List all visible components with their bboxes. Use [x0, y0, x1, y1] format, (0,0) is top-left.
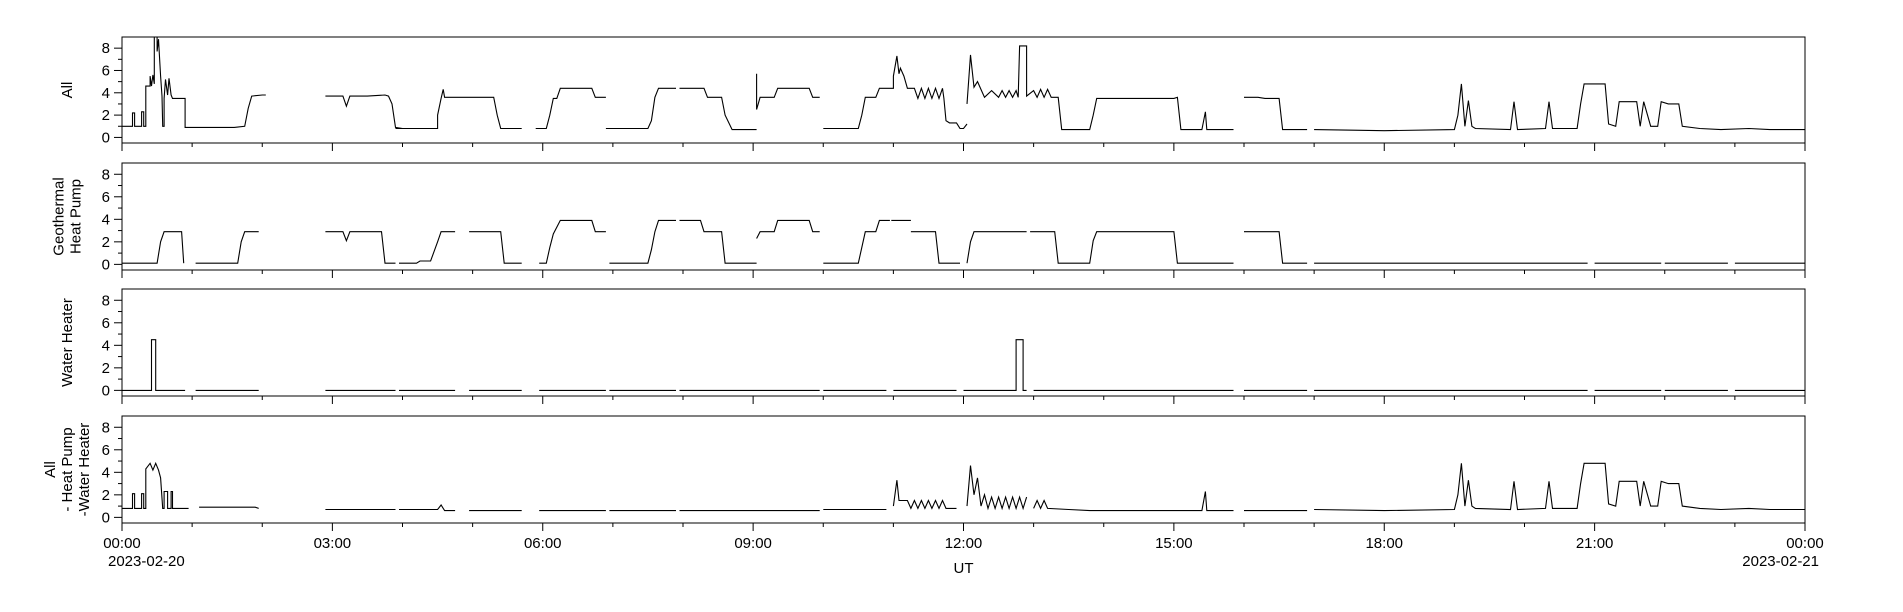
- y-tick-label-4-2: 2: [102, 487, 110, 504]
- y-tick-label-2-4: 4: [102, 211, 110, 228]
- y-tick-label-3-0: 0: [102, 382, 110, 399]
- series-line-p4-s1-seg10: [892, 480, 957, 510]
- series-line-p4-s1-seg1: [122, 461, 189, 509]
- y-tick-label-1-4: 4: [102, 85, 110, 102]
- x-tick-label-7: 21:00: [1576, 535, 1614, 552]
- series-line-p4-s1-seg4: [399, 504, 456, 512]
- series-line-p4-s1-seg11: [966, 465, 1028, 511]
- series-line-p1-s1-seg11: [1314, 83, 1805, 132]
- y-tick-label-3-8: 8: [102, 292, 110, 309]
- series-line-p3-s1-seg1: [122, 339, 186, 391]
- y-axis-label-3-1: Water Heater: [59, 298, 76, 387]
- y-tick-label-4-0: 0: [102, 509, 110, 526]
- series-line-p2-s1-seg9: [756, 219, 820, 239]
- y-tick-label-1-0: 0: [102, 129, 110, 146]
- series-line-p2-s1-seg4: [399, 231, 456, 264]
- y-tick-label-2-8: 8: [102, 166, 110, 183]
- panel-frame-3: [121, 288, 1806, 397]
- y-tick-label-1-6: 6: [102, 62, 110, 79]
- series-line-p2-s1-seg13: [966, 231, 1027, 264]
- x-tick-label-2: 06:00: [524, 535, 562, 552]
- y-tick-label-2-0: 0: [102, 256, 110, 273]
- y-axis-label-4-1: All: [42, 461, 59, 478]
- y-tick-label-3-2: 2: [102, 360, 110, 377]
- series-line-p2-s1-seg8: [679, 219, 757, 264]
- series-line-p4-s1-seg2: [199, 506, 259, 509]
- series-line-p3-s1-seg11: [963, 339, 1027, 391]
- y-tick-label-4-4: 4: [102, 464, 110, 481]
- series-line-p2-s1-seg12: [910, 231, 960, 264]
- y-tick-label-2-2: 2: [102, 234, 110, 251]
- series-line-p1-s1-seg6: [679, 87, 757, 131]
- x-tick-label-1: 03:00: [314, 535, 352, 552]
- x-axis-label: UT: [954, 560, 974, 577]
- series-line-p1-s1-seg3: [395, 89, 522, 130]
- x-tick-label-6: 18:00: [1365, 535, 1403, 552]
- series-line-p1-s1-seg7: [756, 73, 820, 110]
- y-axis-label-4-3: -Water Heater: [76, 423, 93, 517]
- series-line-p2-s1-seg5: [469, 231, 522, 264]
- x-tick-label-8: 00:00: [1786, 535, 1824, 552]
- series-line-p2-s1-seg3: [325, 231, 396, 264]
- y-tick-label-4-8: 8: [102, 419, 110, 436]
- y-axis-label-2-2: Heat Pump: [68, 179, 85, 254]
- series-line-p2-s1-seg6: [539, 219, 606, 264]
- y-tick-label-1-2: 2: [102, 107, 110, 124]
- series-line-p2-s1-seg15: [1244, 231, 1308, 264]
- series-line-p4-s1-seg12: [1033, 491, 1234, 512]
- x-tick-label-5: 15:00: [1155, 535, 1193, 552]
- x-start-date-label: 2023-02-20: [108, 553, 185, 570]
- panel-frame-2: [121, 162, 1806, 271]
- series-line-p1-s1-seg2: [325, 94, 403, 130]
- series-line-p1-s1-seg9: [966, 45, 1234, 131]
- y-axis-label-1-1: All: [59, 82, 76, 99]
- y-axis-label-2-1: Geothermal: [51, 177, 68, 255]
- y-axis-label-4-2: - Heat Pump: [59, 427, 76, 511]
- x-tick-label-3: 09:00: [734, 535, 772, 552]
- series-line-p2-s1-seg1: [122, 231, 185, 264]
- series-line-p1-s1-seg10: [1244, 96, 1308, 131]
- y-tick-label-4-6: 6: [102, 442, 110, 459]
- y-tick-label-3-4: 4: [102, 337, 110, 354]
- y-tick-label-1-8: 8: [102, 40, 110, 57]
- series-line-p2-s1-seg2: [195, 231, 259, 264]
- x-tick-label-4: 12:00: [945, 535, 983, 552]
- x-end-date-label: 2023-02-21: [1742, 553, 1819, 570]
- x-tick-label-0: 00:00: [103, 535, 141, 552]
- y-tick-label-2-6: 6: [102, 189, 110, 206]
- series-line-p2-s1-seg7: [609, 219, 676, 264]
- series-line-p4-s1-seg14: [1314, 462, 1805, 512]
- series-line-p1-s1-seg1: [122, 36, 266, 128]
- y-tick-label-3-6: 6: [102, 315, 110, 332]
- series-line-p1-s1-seg4: [535, 87, 606, 130]
- series-line-p1-s1-seg8: [823, 55, 968, 130]
- series-line-p2-s1-seg14: [1030, 231, 1234, 264]
- series-line-p1-s1-seg5: [605, 87, 676, 130]
- series-line-p2-s1-seg10: [823, 219, 890, 264]
